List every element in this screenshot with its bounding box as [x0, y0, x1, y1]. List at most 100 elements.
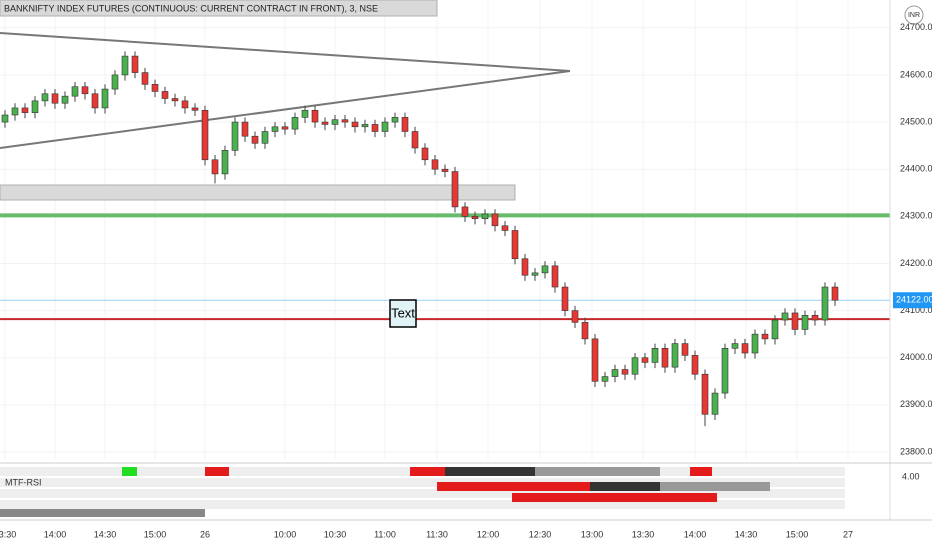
y-tick-label: 24400.00 [900, 164, 932, 174]
currency-badge[interactable] [904, 5, 924, 25]
candle-body [701, 373, 709, 415]
y-tick-label: 24000.00 [900, 352, 932, 362]
indicator-cell [410, 467, 445, 476]
candle-body [371, 124, 379, 132]
candle-body [671, 343, 679, 368]
candle-body [481, 213, 489, 219]
grid [0, 0, 890, 460]
candle-body [631, 357, 639, 375]
candle-body [191, 107, 199, 111]
candle-body [731, 343, 739, 349]
indicator-pane: MTF-RSI 4.00 [0, 467, 920, 517]
candle-body [541, 265, 549, 274]
y-tick-label: 24600.00 [900, 69, 932, 79]
candle-body [761, 333, 769, 340]
x-tick-label: 14:00 [684, 529, 707, 539]
candle-body [691, 355, 699, 375]
candle-body [711, 392, 719, 415]
candle-body [171, 98, 179, 102]
indicator-cell [445, 467, 535, 476]
candle-body [321, 121, 329, 125]
candle-body [211, 159, 219, 175]
zone-rect [0, 0, 438, 17]
candle-body [441, 168, 449, 172]
candle-body [451, 171, 459, 208]
candle-body [511, 230, 519, 260]
candle-body [791, 312, 799, 330]
candle-body [301, 109, 309, 118]
x-tick-label: 27 [843, 529, 853, 539]
candle-body [651, 347, 659, 363]
indicator-cell [0, 509, 205, 517]
candle-body [91, 93, 99, 109]
last-price-badge [893, 292, 932, 309]
annotation-box [389, 299, 417, 328]
candle-body [721, 347, 729, 394]
candle-body [561, 286, 569, 311]
candle-body [101, 88, 109, 109]
candle-body [401, 117, 409, 132]
candle-body [811, 315, 819, 321]
candle-body [641, 357, 649, 363]
chart-title: BANKNIFTY INDEX FUTURES (CONTINUOUS: CUR… [4, 3, 378, 13]
candle-body [81, 86, 89, 95]
candle-body [331, 119, 339, 125]
candle-body [411, 131, 419, 149]
y-tick-label: 24300.00 [900, 211, 932, 221]
candle-body [251, 135, 259, 144]
candle-body [501, 225, 509, 231]
trend-line [0, 70, 571, 149]
candle-body [381, 121, 389, 132]
indicator-cell [690, 467, 712, 476]
x-tick-label: 13:30 [0, 529, 16, 539]
candle-body [291, 117, 299, 130]
x-tick-label: 26 [200, 529, 210, 539]
candle-body [11, 107, 19, 116]
candle-body [491, 213, 499, 227]
candle-body [471, 216, 479, 219]
candle-body [21, 107, 29, 113]
candle-body [31, 100, 39, 113]
y-tick-label: 23900.00 [900, 399, 932, 409]
x-tick-label: 13:30 [632, 529, 655, 539]
candle-body [261, 131, 269, 144]
trend-line [0, 32, 571, 72]
candle-body [361, 124, 369, 128]
candle-body [751, 333, 759, 354]
candle-body [831, 286, 839, 301]
y-tick-label: 24700.00 [900, 22, 932, 32]
x-tick-label: 14:30 [94, 529, 117, 539]
candle-body [591, 338, 599, 382]
candle-body [111, 74, 119, 90]
indicator-tick-label: 4.00 [902, 471, 920, 481]
plot [0, 51, 890, 427]
candle-body [61, 95, 69, 104]
indicator-cell [590, 482, 660, 491]
y-tick-label: 24200.00 [900, 258, 932, 268]
candle-body [51, 93, 59, 104]
candle-body [461, 206, 469, 217]
indicator-name: MTF-RSI [5, 477, 42, 487]
x-tick-label: 15:00 [144, 529, 167, 539]
candle-body [391, 117, 399, 123]
candle-body [611, 369, 619, 377]
x-tick-label: 13:00 [581, 529, 604, 539]
x-tick-label: 11:00 [374, 529, 396, 539]
annotation-text: Text [391, 305, 415, 320]
candle-body [771, 319, 779, 340]
x-tick-label: 12:00 [477, 529, 500, 539]
y-tick-label: 24500.00 [900, 116, 932, 126]
currency: INR [908, 12, 920, 19]
candle-body [801, 315, 809, 330]
y-tick-label: 23800.00 [900, 446, 932, 456]
x-tick-label: 10:30 [324, 529, 347, 539]
candle-body [271, 126, 279, 132]
candle-body [601, 376, 609, 382]
candle-body [431, 159, 439, 170]
candle-body [131, 55, 139, 73]
x-tick-label: 11:30 [426, 529, 448, 539]
indicator-cell [205, 467, 229, 476]
candle-body [221, 150, 229, 175]
y-tick-label: 24100.00 [900, 305, 932, 315]
